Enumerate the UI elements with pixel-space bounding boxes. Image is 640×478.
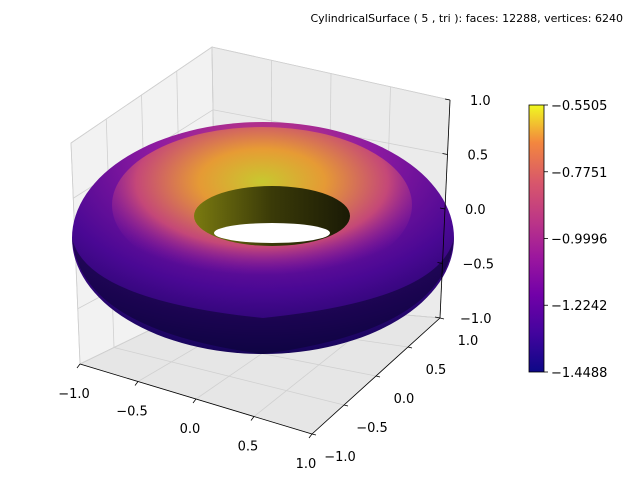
torus-surface xyxy=(72,122,454,354)
colorbar-gradient xyxy=(528,104,545,373)
colorbar-tick-label: −0.5505 xyxy=(551,99,607,114)
chart-title: CylindricalSurface ( 5 , tri ): faces: 1… xyxy=(310,12,623,25)
x-tick-label: 1.0 xyxy=(296,457,317,472)
x-axis-ticks: −1.0 −0.5 0.0 0.5 1.0 xyxy=(58,363,317,472)
x-tick-label: −1.0 xyxy=(58,387,90,402)
x-tick-label: 0.5 xyxy=(238,440,259,455)
z-axis-ticks: −1.0 −0.5 0.0 0.5 1.0 xyxy=(434,94,495,327)
colorbar: −0.5505 −0.7751 −0.9996 −1.2242 −1.4488 xyxy=(528,99,607,381)
z-tick-label: −1.0 xyxy=(460,312,492,327)
z-tick-label: 1.0 xyxy=(470,94,491,109)
y-axis-ticks: −1.0−0.5 0.0 0.5 1.0 xyxy=(311,317,479,465)
colorbar-ticks: −0.5505 −0.7751 −0.9996 −1.2242 −1.4488 xyxy=(544,99,607,381)
torus-front-shadow xyxy=(72,238,454,354)
z-tick-label: −0.5 xyxy=(463,258,495,273)
y-tick-label: −0.5 xyxy=(356,421,388,436)
x-tick-label: −0.5 xyxy=(116,405,148,420)
z-tick-label: 0.0 xyxy=(465,203,486,218)
x-tick-label: 0.0 xyxy=(180,422,201,437)
y-tick-label: 0.0 xyxy=(394,392,415,407)
z-tick-label: 0.5 xyxy=(468,149,489,164)
colorbar-tick-label: −1.2242 xyxy=(551,299,607,314)
y-tick-label: 1.0 xyxy=(458,334,479,349)
colorbar-tick-label: −0.7751 xyxy=(551,166,607,181)
y-tick-label: 0.5 xyxy=(426,363,447,378)
torus-hole xyxy=(214,223,330,243)
colorbar-tick-label: −0.9996 xyxy=(551,232,607,247)
y-tick-label: −1.0 xyxy=(324,450,356,465)
colorbar-tick-label: −1.4488 xyxy=(551,366,607,381)
